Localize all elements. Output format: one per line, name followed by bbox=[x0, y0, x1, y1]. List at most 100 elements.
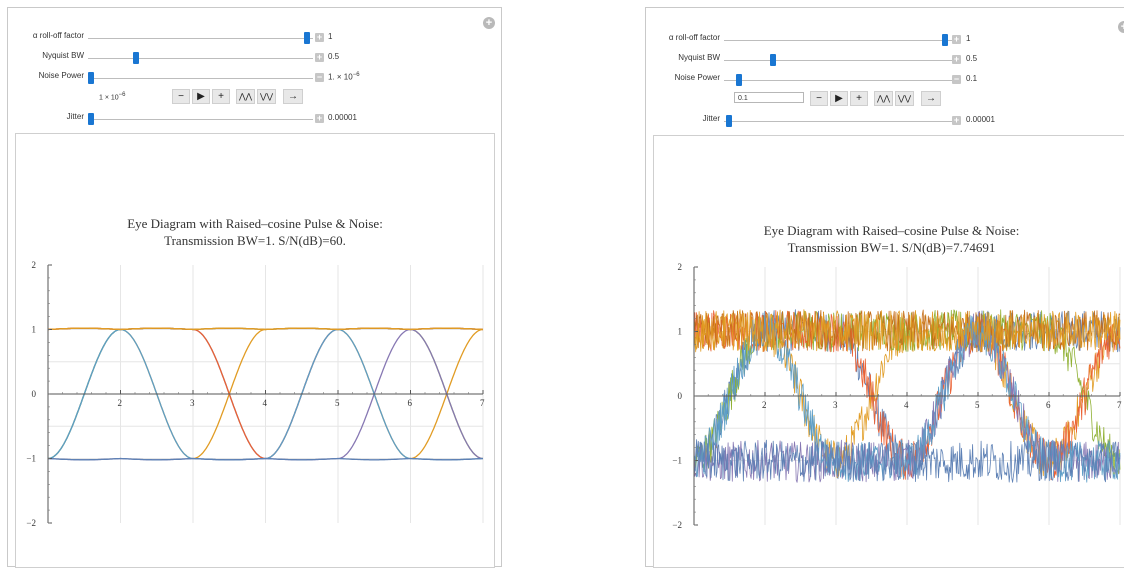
noise-slider-thumb[interactable] bbox=[736, 74, 742, 86]
step-forward-button[interactable]: + bbox=[212, 89, 230, 104]
x-tick-label: 2 bbox=[762, 400, 767, 410]
jitter-track[interactable] bbox=[724, 121, 952, 122]
series-line bbox=[47, 457, 484, 461]
rolloff-label: α roll-off factor bbox=[668, 33, 720, 42]
jitter-expand-button[interactable]: + bbox=[952, 115, 961, 125]
control-jitter: Jitter + 0.00001 bbox=[8, 112, 503, 126]
x-tick-label: 4 bbox=[263, 398, 268, 408]
jitter-slider-thumb[interactable] bbox=[88, 113, 94, 125]
noise-collapse-button[interactable]: − bbox=[952, 74, 961, 84]
control-rolloff: α roll-off factor + 1 bbox=[8, 31, 503, 45]
plot-title-line1: Eye Diagram with Raised–cosine Pulse & N… bbox=[127, 216, 383, 231]
noise-collapse-button[interactable]: − bbox=[315, 72, 324, 82]
nyquist-label: Nyquist BW bbox=[42, 51, 84, 60]
slower-button[interactable]: ⋁⋁ bbox=[257, 89, 276, 104]
eye-diagram-chart-right: 2 3 4 5 6 7 −2 −1 0 1 2 bbox=[672, 263, 1122, 530]
nyquist-track[interactable] bbox=[724, 60, 952, 61]
eye-diagram-chart-left: 2 3 4 5 6 7 −2 −1 0 1 2 bbox=[26, 260, 485, 528]
control-noise: Noise Power − 0.1 bbox=[646, 73, 1124, 87]
step-back-button[interactable]: − bbox=[810, 91, 828, 106]
y-tick-label: −1 bbox=[26, 454, 36, 464]
jitter-value: 0.00001 bbox=[966, 115, 995, 124]
y-tick-label: 1 bbox=[32, 325, 37, 335]
nyquist-value: 0.5 bbox=[328, 52, 340, 61]
x-tick-label: 5 bbox=[335, 398, 340, 408]
plot-title-line2: Transmission BW=1. S/N(dB)=7.74691 bbox=[787, 240, 996, 255]
y-tick-label: 2 bbox=[678, 263, 683, 272]
nyquist-slider-thumb[interactable] bbox=[770, 54, 776, 66]
y-tick-label: −2 bbox=[26, 518, 36, 528]
y-tick-label: 1 bbox=[678, 327, 683, 337]
y-tick-label: 0 bbox=[32, 389, 37, 399]
series-line bbox=[47, 327, 484, 331]
noise-animator-field[interactable]: 0.1 bbox=[734, 92, 804, 103]
nyquist-label: Nyquist BW bbox=[678, 53, 720, 62]
jitter-expand-button[interactable]: + bbox=[315, 113, 324, 123]
rolloff-slider-thumb[interactable] bbox=[304, 32, 310, 44]
rolloff-value: 1 bbox=[328, 32, 333, 41]
plot-area-left: Eye Diagram with Raised–cosine Pulse & N… bbox=[15, 133, 495, 568]
nyquist-slider-thumb[interactable] bbox=[133, 52, 139, 64]
y-tick-label: 0 bbox=[678, 391, 683, 401]
x-tick-label: 7 bbox=[1117, 400, 1122, 410]
noise-animator-field[interactable]: 1 × 10−6 bbox=[99, 92, 126, 102]
x-tick-label: 3 bbox=[190, 398, 195, 408]
noise-animator: 1 × 10−6 − ▶ + ⋀⋀ ⋁⋁ → bbox=[8, 89, 503, 105]
noise-slider-thumb[interactable] bbox=[88, 72, 94, 84]
control-nyquist: Nyquist BW + 0.5 bbox=[8, 51, 503, 65]
control-noise: Noise Power − 1. × 10−6 bbox=[8, 71, 503, 85]
nyquist-expand-button[interactable]: + bbox=[952, 54, 961, 64]
plot-title-line2: Transmission BW=1. S/N(dB)=60. bbox=[164, 233, 346, 248]
x-tick-label: 7 bbox=[480, 398, 485, 408]
faster-button[interactable]: ⋀⋀ bbox=[874, 91, 893, 106]
direction-button[interactable]: → bbox=[283, 89, 303, 104]
rolloff-track[interactable] bbox=[88, 38, 313, 39]
rolloff-expand-button[interactable]: + bbox=[315, 32, 324, 42]
series-line bbox=[693, 439, 1121, 483]
jitter-label: Jitter bbox=[702, 114, 720, 123]
noise-label: Noise Power bbox=[38, 71, 84, 80]
x-tick-label: 6 bbox=[408, 398, 413, 408]
noise-value: 0.1 bbox=[966, 74, 978, 83]
noise-track[interactable] bbox=[88, 78, 313, 79]
control-nyquist: Nyquist BW + 0.5 bbox=[646, 53, 1124, 67]
add-icon[interactable]: + bbox=[1118, 21, 1124, 33]
jitter-value: 0.00001 bbox=[328, 113, 357, 122]
noise-track[interactable] bbox=[724, 80, 952, 81]
step-back-button[interactable]: − bbox=[172, 89, 190, 104]
rolloff-slider-thumb[interactable] bbox=[942, 34, 948, 46]
series-line bbox=[693, 311, 1121, 483]
noise-value: 1. × 10−6 bbox=[328, 72, 360, 82]
rolloff-value: 1 bbox=[966, 34, 971, 43]
rolloff-label: α roll-off factor bbox=[32, 31, 84, 40]
direction-button[interactable]: → bbox=[921, 91, 941, 106]
series-line bbox=[693, 311, 1121, 483]
add-icon[interactable]: + bbox=[483, 17, 495, 29]
rolloff-track[interactable] bbox=[724, 40, 952, 41]
series-line bbox=[693, 309, 1121, 353]
nyquist-expand-button[interactable]: + bbox=[315, 52, 324, 62]
plot-area-right: Eye Diagram with Raised–cosine Pulse & N… bbox=[653, 135, 1124, 568]
rolloff-expand-button[interactable]: + bbox=[952, 34, 961, 44]
manipulate-panel-left: + α roll-off factor + 1 Nyquist BW + 0.5… bbox=[7, 7, 503, 568]
x-tick-label: 2 bbox=[118, 398, 123, 408]
slower-button[interactable]: ⋁⋁ bbox=[895, 91, 914, 106]
x-tick-label: 3 bbox=[833, 400, 838, 410]
noise-label: Noise Power bbox=[674, 73, 720, 82]
x-tick-label: 4 bbox=[904, 400, 909, 410]
play-button[interactable]: ▶ bbox=[192, 89, 210, 104]
faster-button[interactable]: ⋀⋀ bbox=[236, 89, 255, 104]
plot-title-line1: Eye Diagram with Raised–cosine Pulse & N… bbox=[763, 223, 1020, 238]
play-button[interactable]: ▶ bbox=[830, 91, 848, 106]
control-rolloff: α roll-off factor + 1 bbox=[646, 33, 1124, 47]
manipulate-panel-right: + α roll-off factor + 1 Nyquist BW + 0.5… bbox=[645, 7, 1124, 568]
nyquist-value: 0.5 bbox=[966, 54, 978, 63]
step-forward-button[interactable]: + bbox=[850, 91, 868, 106]
nyquist-track[interactable] bbox=[88, 58, 313, 59]
y-tick-label: −1 bbox=[672, 456, 682, 466]
control-jitter: Jitter + 0.00001 bbox=[646, 114, 1124, 128]
y-tick-label: −2 bbox=[672, 520, 682, 530]
jitter-slider-thumb[interactable] bbox=[726, 115, 732, 127]
x-tick-label: 5 bbox=[975, 400, 980, 410]
jitter-track[interactable] bbox=[88, 119, 313, 120]
